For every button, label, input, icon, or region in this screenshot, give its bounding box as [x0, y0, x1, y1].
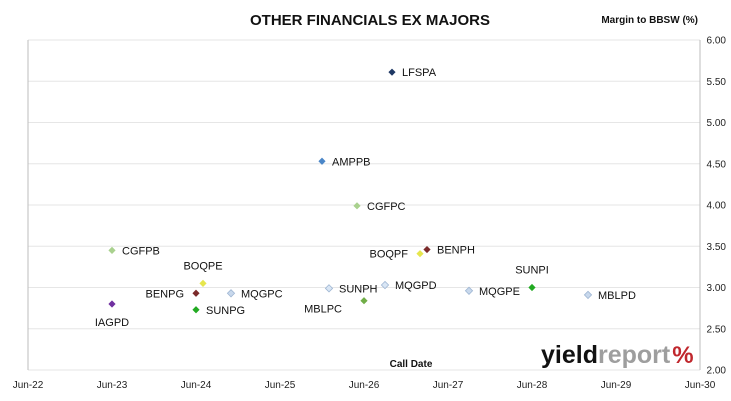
data-point-lfspa — [388, 68, 396, 76]
data-point-sunpg — [192, 306, 200, 314]
data-point-mqgpc — [226, 289, 236, 298]
data-label-lfspa: LFSPA — [402, 67, 437, 79]
data-point-benph — [423, 245, 431, 254]
x-tick-label: Jun-22 — [13, 380, 44, 391]
data-point-mqgpd — [380, 280, 390, 290]
data-label-mqgpe: MQGPE — [479, 286, 520, 298]
data-point-cgfpb — [108, 246, 116, 254]
y-tick-label: 3.00 — [707, 283, 727, 294]
data-point-benpg — [192, 289, 200, 297]
data-point-amppb — [318, 157, 326, 165]
data-point-boqpf — [416, 250, 424, 258]
x-tick-label: Jun-26 — [349, 380, 380, 391]
data-label-sunpi: SUNPI — [515, 265, 549, 277]
y-axis-ticks: 2.00 2.50 3.00 3.50 4.00 4.50 5.00 5.50 6.00 — [707, 36, 727, 377]
data-label-cgfpb: CGFPB — [122, 245, 160, 257]
y-tick-label: 2.00 — [707, 366, 727, 377]
data-label-boqpe: BOQPE — [183, 260, 222, 272]
data-point-mqgpe — [464, 286, 474, 295]
data-point-iagpd — [108, 300, 116, 308]
y-tick-label: 4.00 — [707, 201, 727, 212]
x-tick-label: Jun-23 — [97, 380, 128, 391]
svg-text:yieldreport%: yieldreport% — [541, 341, 694, 369]
data-label-mblpd: MBLPD — [598, 290, 636, 302]
data-points — [108, 68, 593, 314]
data-label-sunpg: SUNPG — [206, 305, 245, 317]
data-point-boqpe — [199, 279, 207, 287]
data-label-sunph: SUNPH — [339, 283, 378, 295]
data-label-cgfpc: CGFPC — [367, 201, 406, 213]
y-tick-label: 5.50 — [707, 77, 727, 88]
data-label-boqpf: BOQPF — [369, 249, 408, 261]
logo-text-second: report — [598, 341, 671, 369]
data-point-sunpi — [528, 283, 536, 292]
data-label-iagpd: IAGPD — [95, 317, 129, 329]
data-point-sunph — [324, 284, 334, 293]
data-point-mblpd — [583, 290, 593, 300]
y-tick-label: 2.50 — [707, 324, 727, 335]
logo-percent-symbol: % — [672, 342, 693, 369]
y-axis-label: Margin to BBSW (%) — [601, 15, 698, 26]
data-labels: LFSPA AMPPB CGFPC CGFPB BENPH BOQPF BOQPE SUNPI… — [95, 67, 636, 329]
data-label-benph: BENPH — [437, 245, 475, 257]
grid-lines — [27, 39, 701, 371]
chart-title: OTHER FINANCIALS EX MAJORS — [250, 12, 490, 29]
data-point-mblpc — [360, 297, 368, 305]
x-tick-label: Jun-28 — [517, 380, 548, 391]
x-tick-label: Jun-30 — [685, 380, 716, 391]
x-axis-ticks: Jun-22 Jun-23 Jun-24 Jun-25 Jun-26 Jun-27 Jun-… — [13, 380, 716, 391]
yieldreport-logo: yieldreport% — [541, 341, 694, 369]
y-tick-label: 5.00 — [707, 118, 727, 129]
data-label-mblpc: MBLPC — [304, 304, 342, 316]
y-tick-label: 6.00 — [707, 36, 727, 47]
y-tick-label: 4.50 — [707, 159, 727, 170]
data-label-mqgpd: MQGPD — [395, 280, 437, 292]
y-tick-label: 3.50 — [707, 242, 727, 253]
x-tick-label: Jun-25 — [265, 380, 296, 391]
data-label-benpg: BENPG — [145, 288, 184, 300]
x-axis-label: Call Date — [390, 359, 433, 370]
x-tick-label: Jun-29 — [601, 380, 632, 391]
logo-text-main: yield — [541, 341, 598, 369]
data-label-amppb: AMPPB — [332, 156, 371, 168]
data-label-mqgpc: MQGPC — [241, 288, 283, 300]
x-tick-label: Jun-24 — [181, 380, 212, 391]
data-point-cgfpc — [353, 202, 361, 210]
x-tick-label: Jun-27 — [433, 380, 464, 391]
